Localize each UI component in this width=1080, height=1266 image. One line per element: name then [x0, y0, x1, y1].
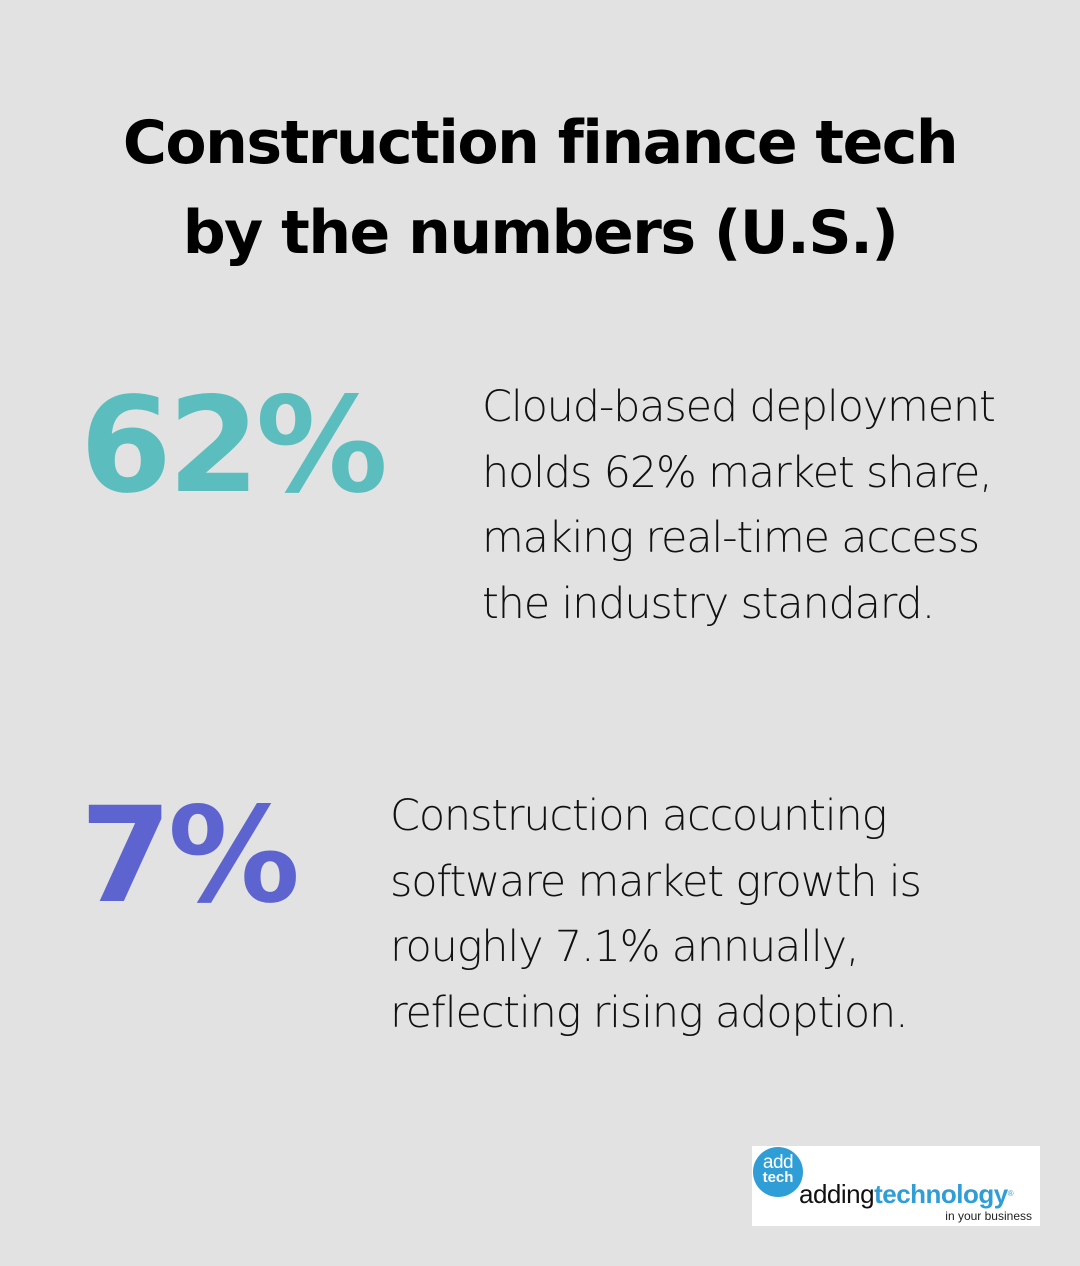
stat-value-cloud-share: 62% — [80, 369, 388, 523]
addtech-circle-icon: add tech — [753, 1147, 803, 1197]
logo-circle-add: add — [762, 1152, 794, 1173]
stat-description-cloud-share: Cloud-based deployment holds 62% market … — [482, 382, 996, 629]
page-title: Construction finance tech by the numbers… — [0, 98, 1080, 278]
stat-value-market-growth: 7% — [80, 779, 300, 933]
title-line-2: by the numbers (U.S.) — [182, 198, 899, 268]
logo-tagline: in your business — [945, 1209, 1032, 1223]
logo-wordmark: addingtechnology® — [799, 1179, 1014, 1209]
registered-mark-icon: ® — [1007, 1189, 1014, 1198]
logo-circle-tech: tech — [762, 1169, 794, 1186]
addtech-logo: add tech addingtechnology® in your busin… — [752, 1146, 1040, 1226]
logo-word-technology: technology — [874, 1179, 1008, 1209]
stat-description-market-growth: Construction accounting software market … — [390, 791, 922, 1038]
logo-word-adding: adding — [799, 1179, 875, 1209]
title-line-1: Construction finance tech — [122, 108, 959, 178]
